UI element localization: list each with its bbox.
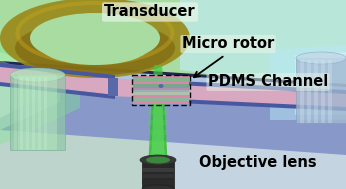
Polygon shape <box>0 40 80 145</box>
Bar <box>148 120 168 125</box>
Polygon shape <box>270 45 346 120</box>
Text: Objective lens: Objective lens <box>199 156 317 170</box>
Ellipse shape <box>0 0 190 78</box>
Polygon shape <box>0 61 346 87</box>
Bar <box>148 110 169 115</box>
Bar <box>300 60 304 123</box>
Polygon shape <box>180 0 346 90</box>
Bar <box>133 76 189 104</box>
Bar <box>151 160 165 165</box>
Polygon shape <box>178 81 346 94</box>
Bar <box>151 170 165 175</box>
Polygon shape <box>0 80 346 189</box>
Bar <box>142 168 174 172</box>
Bar <box>133 86 189 92</box>
Bar <box>150 150 166 155</box>
Bar <box>18 75 57 150</box>
Polygon shape <box>175 83 185 100</box>
Polygon shape <box>0 63 115 79</box>
Bar <box>307 60 311 123</box>
Ellipse shape <box>146 156 170 163</box>
Bar <box>147 100 169 105</box>
Text: PDMS Channel: PDMS Channel <box>208 74 328 90</box>
Bar <box>133 97 189 101</box>
Text: Transducer: Transducer <box>104 5 196 19</box>
Polygon shape <box>178 83 346 108</box>
Polygon shape <box>150 95 166 189</box>
Polygon shape <box>0 62 346 95</box>
Bar <box>133 84 189 88</box>
Polygon shape <box>147 95 169 189</box>
Bar <box>44 77 47 150</box>
Polygon shape <box>0 0 346 80</box>
Bar <box>133 77 189 82</box>
Bar <box>149 140 167 145</box>
Polygon shape <box>0 100 160 189</box>
Polygon shape <box>108 78 118 96</box>
Ellipse shape <box>296 52 346 64</box>
Polygon shape <box>0 65 115 95</box>
Polygon shape <box>295 52 346 115</box>
Bar <box>38 77 41 150</box>
Ellipse shape <box>10 68 65 82</box>
Bar <box>132 75 190 105</box>
Bar <box>10 75 65 150</box>
Polygon shape <box>178 99 346 111</box>
Bar <box>142 160 174 189</box>
Ellipse shape <box>40 27 150 65</box>
Bar <box>328 60 332 123</box>
Bar <box>314 60 318 123</box>
Bar <box>321 60 325 123</box>
Ellipse shape <box>15 20 175 75</box>
Bar <box>296 58 346 123</box>
Ellipse shape <box>158 84 164 88</box>
Polygon shape <box>0 68 346 155</box>
Bar <box>20 77 23 150</box>
Bar <box>32 77 35 150</box>
Ellipse shape <box>142 185 174 189</box>
Ellipse shape <box>140 155 176 165</box>
Bar <box>26 77 29 150</box>
Bar <box>142 174 174 178</box>
Bar <box>133 90 189 95</box>
Polygon shape <box>0 60 40 118</box>
Polygon shape <box>0 82 115 99</box>
Polygon shape <box>108 78 185 99</box>
Ellipse shape <box>30 13 160 63</box>
Bar <box>142 180 174 184</box>
Polygon shape <box>152 65 164 95</box>
Polygon shape <box>0 52 60 130</box>
Bar <box>14 77 17 150</box>
Bar <box>149 130 167 135</box>
Text: Micro rotor: Micro rotor <box>182 36 274 51</box>
